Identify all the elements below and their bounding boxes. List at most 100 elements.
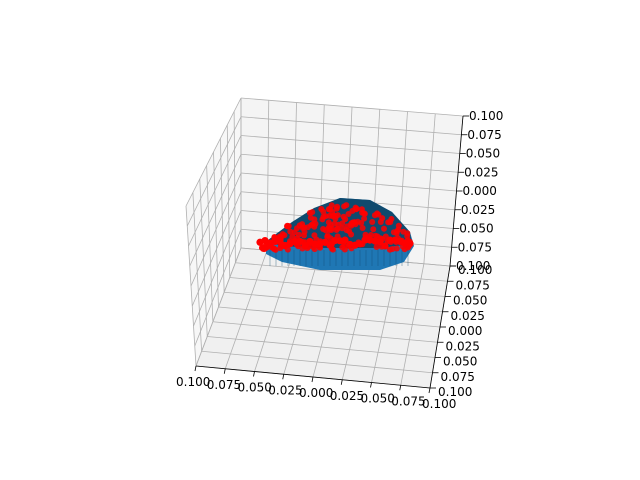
scatter-point: [301, 242, 309, 250]
scatter-point: [388, 216, 395, 222]
scatter-point: [296, 222, 303, 229]
scatter-point: [390, 229, 397, 236]
scatter-point: [349, 207, 356, 214]
scatter-point: [386, 246, 393, 253]
scatter-point: [375, 211, 382, 218]
scatter-point: [400, 228, 407, 235]
y-tick-label: 0.000: [448, 324, 482, 338]
scatter-point: [339, 225, 346, 232]
y-tick-label: 0.100: [458, 263, 492, 277]
x-tick-label: 0.075: [207, 378, 241, 392]
scatter-point: [319, 216, 326, 223]
scatter-point: [393, 245, 400, 252]
scatter-point: [359, 225, 366, 231]
x-tick-label: 0.075: [391, 394, 425, 408]
scatter-point: [325, 219, 332, 226]
axis-edges: [194, 115, 469, 394]
scatter-point: [361, 236, 369, 244]
x-tick: [428, 387, 431, 394]
scatter-point: [395, 222, 402, 229]
left-pane-vgrid: [226, 124, 231, 278]
floor-grid-y: [218, 306, 441, 328]
floor-grid-x: [371, 261, 399, 383]
x-tick: [253, 371, 255, 377]
x-tick: [194, 365, 197, 372]
left-pane-vgrid: [233, 111, 236, 263]
floor-grid-x: [400, 263, 425, 386]
scatter-point: [324, 233, 331, 240]
scatter-point: [381, 242, 389, 250]
scatter-point: [406, 240, 414, 248]
z-tick-label: 0.100: [469, 109, 503, 123]
scatter-point: [287, 228, 294, 235]
scatter-point: [301, 232, 307, 239]
z-tick-label: 0.100: [456, 259, 490, 273]
x-tick-label: 0.025: [268, 383, 302, 397]
scatter-point: [334, 225, 341, 232]
scatter-point: [329, 213, 336, 220]
z-tick-label: 0.075: [467, 128, 501, 142]
scatter-point: [333, 205, 340, 212]
z-tick-label: 0.075: [458, 240, 492, 254]
y-tick-label: 0.050: [443, 355, 477, 369]
scatter-points: [256, 202, 414, 253]
x-tick: [282, 374, 285, 380]
left-pane-hgrid: [193, 210, 242, 327]
floor-grid-x: [341, 259, 373, 380]
y-tick-label: 0.075: [441, 370, 475, 384]
scatter-point: [341, 203, 348, 210]
scatter-point: [318, 206, 325, 212]
left-pane-hgrid: [191, 191, 242, 307]
scatter-point: [328, 202, 335, 209]
scatter-point: [309, 221, 316, 227]
scatter-point: [386, 236, 394, 244]
x-tick: [223, 368, 226, 374]
y-tick-label: 0.075: [456, 278, 490, 292]
back-pane-hgrid: [240, 172, 457, 192]
scatter-point: [309, 209, 316, 216]
scatter-point: [341, 236, 349, 244]
scatter-point: [372, 232, 379, 239]
x-tick: [370, 382, 372, 388]
scatter-point: [284, 222, 291, 229]
left-pane-hgrid: [190, 172, 242, 287]
x-tick-label: 0.050: [361, 392, 395, 406]
tick-labels: 0.1000.0750.0500.0250.0000.0250.0500.075…: [176, 109, 503, 411]
floor-grid-y: [224, 291, 443, 313]
scatter-point: [373, 244, 380, 250]
x-tick: [340, 379, 343, 385]
z-tick-label: 0.050: [459, 222, 493, 236]
z-tick-label: 0.025: [464, 165, 498, 179]
scatter-point: [356, 240, 364, 248]
scatter-point: [307, 214, 314, 221]
left-pane-hgrid: [194, 229, 242, 347]
x-tick-label: 0.050: [238, 381, 272, 395]
y-tick-label: 0.025: [451, 309, 485, 323]
x-tick-label: 0.100: [422, 397, 456, 411]
scatter-point: [281, 232, 288, 239]
scatter-point: [311, 232, 318, 239]
scatter-point: [368, 232, 374, 238]
scatter-point: [376, 238, 384, 246]
x-tick: [399, 385, 402, 391]
scatter-point: [261, 246, 268, 253]
scatter-point: [369, 219, 376, 225]
floor-grid-y: [229, 277, 446, 297]
scatter-point: [320, 226, 327, 232]
scatter-point: [326, 227, 333, 233]
y-tick-label: 0.050: [453, 294, 487, 308]
left-pane-vgrid: [219, 138, 225, 293]
floor-grid-y: [235, 262, 448, 282]
scatter-point: [276, 236, 284, 244]
y-tick-label: 0.100: [438, 385, 472, 399]
scatter-point: [352, 221, 359, 228]
x-tick-label: 0.025: [330, 389, 364, 403]
x-tick-label: 0.100: [176, 375, 210, 389]
scatter-point: [340, 213, 347, 220]
scatter-point: [326, 241, 334, 249]
scatter-point: [339, 244, 346, 251]
x-tick: [311, 376, 314, 383]
z-tick-label: 0.050: [466, 147, 500, 161]
scatter-point: [361, 210, 368, 217]
